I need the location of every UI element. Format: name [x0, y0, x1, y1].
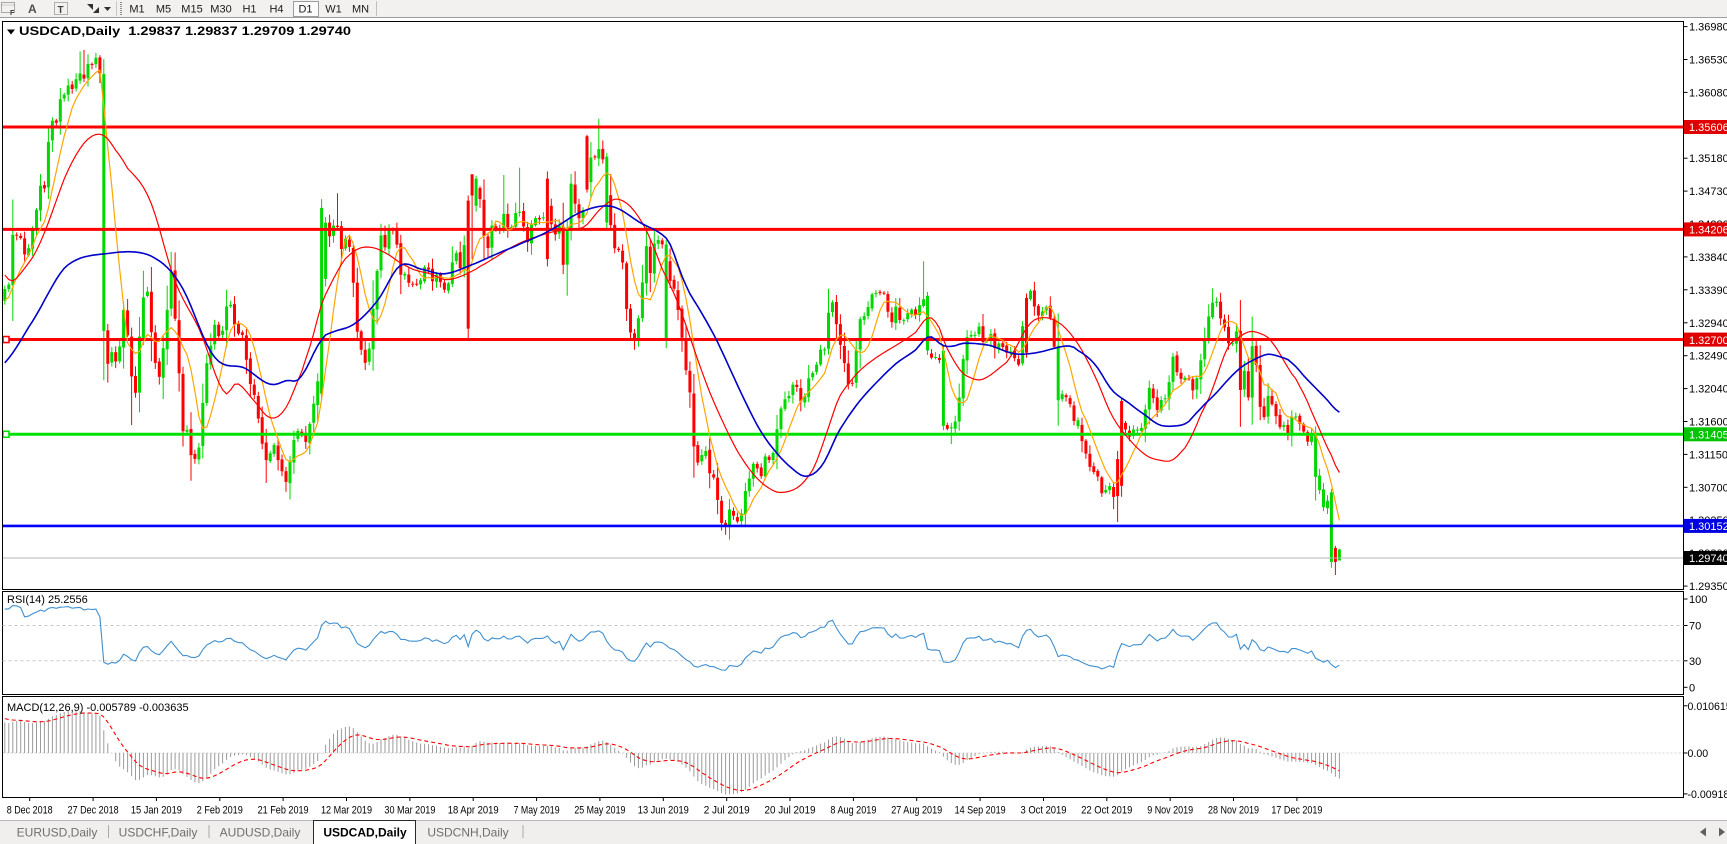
svg-text:RSI(14) 25.2556: RSI(14) 25.2556	[7, 594, 88, 606]
svg-text:1.35180: 1.35180	[1689, 153, 1727, 165]
svg-text:EURUSD,Daily: EURUSD,Daily	[17, 826, 98, 840]
svg-text:3 Oct 2019: 3 Oct 2019	[1021, 805, 1067, 817]
svg-text:1.33390: 1.33390	[1689, 285, 1727, 297]
svg-text:T: T	[58, 5, 64, 16]
svg-text:USDCAD,Daily 1.29837 1.29837: USDCAD,Daily 1.29837 1.29837 1.29709 1.2…	[19, 26, 351, 38]
svg-text:A: A	[28, 2, 37, 16]
svg-text:USDCHF,Daily: USDCHF,Daily	[119, 826, 198, 840]
svg-text:M5: M5	[156, 4, 171, 16]
svg-text:-0.009181: -0.009181	[1688, 789, 1727, 801]
svg-text:12 Mar 2019: 12 Mar 2019	[321, 805, 372, 817]
svg-text:M1: M1	[129, 4, 144, 16]
svg-text:2 Jul 2019: 2 Jul 2019	[704, 805, 750, 817]
svg-text:1.36980: 1.36980	[1689, 22, 1727, 34]
svg-text:AUDUSD,Daily: AUDUSD,Daily	[220, 826, 301, 840]
svg-text:2 Feb 2019: 2 Feb 2019	[197, 805, 243, 817]
svg-text:1.31600: 1.31600	[1689, 417, 1727, 429]
svg-text:9 Nov 2019: 9 Nov 2019	[1147, 805, 1193, 817]
svg-text:14 Sep 2019: 14 Sep 2019	[955, 805, 1006, 817]
svg-text:20 Jul 2019: 20 Jul 2019	[765, 805, 816, 817]
svg-text:1.34730: 1.34730	[1689, 186, 1727, 198]
svg-text:30 Mar 2019: 30 Mar 2019	[384, 805, 435, 817]
svg-text:7 May 2019: 7 May 2019	[514, 805, 560, 817]
svg-text:1.32940: 1.32940	[1689, 318, 1727, 330]
svg-text:F: F	[10, 10, 15, 17]
svg-text:USDCNH,Daily: USDCNH,Daily	[427, 826, 508, 840]
svg-text:H1: H1	[242, 4, 256, 16]
svg-text:21 Feb 2019: 21 Feb 2019	[258, 805, 309, 817]
svg-text:0.00: 0.00	[1688, 748, 1709, 760]
svg-text:30: 30	[1689, 656, 1701, 668]
svg-text:1.31150: 1.31150	[1689, 449, 1727, 461]
svg-text:1.33840: 1.33840	[1689, 252, 1727, 264]
svg-text:1.32490: 1.32490	[1689, 351, 1727, 363]
svg-text:M30: M30	[210, 4, 231, 16]
svg-text:1.30700: 1.30700	[1689, 482, 1727, 494]
svg-text:M15: M15	[181, 4, 202, 16]
svg-text:1.31405: 1.31405	[1689, 430, 1727, 442]
svg-text:17 Dec 2019: 17 Dec 2019	[1271, 805, 1322, 817]
svg-text:0: 0	[1689, 682, 1695, 694]
svg-text:13 Jun 2019: 13 Jun 2019	[638, 805, 689, 817]
svg-text:1.32700: 1.32700	[1689, 335, 1727, 347]
svg-text:USDCAD,Daily: USDCAD,Daily	[323, 826, 407, 840]
svg-text:W1: W1	[325, 4, 342, 16]
svg-text:H4: H4	[269, 4, 283, 16]
svg-text:22 Oct 2019: 22 Oct 2019	[1081, 805, 1132, 817]
svg-text:1.35606: 1.35606	[1689, 122, 1727, 134]
svg-text:MN: MN	[352, 4, 369, 16]
svg-text:27 Aug 2019: 27 Aug 2019	[891, 805, 942, 817]
svg-text:70: 70	[1689, 621, 1701, 633]
svg-text:1.29740: 1.29740	[1689, 553, 1727, 565]
svg-text:1.29350: 1.29350	[1689, 581, 1727, 593]
svg-text:1.36530: 1.36530	[1689, 55, 1727, 67]
svg-text:1.30152: 1.30152	[1689, 521, 1727, 533]
svg-text:1.36080: 1.36080	[1689, 87, 1727, 99]
svg-text:8 Dec 2018: 8 Dec 2018	[7, 805, 53, 817]
svg-text:15 Jan 2019: 15 Jan 2019	[131, 805, 182, 817]
svg-text:D1: D1	[298, 4, 312, 16]
svg-text:18 Apr 2019: 18 Apr 2019	[448, 805, 499, 817]
svg-text:1.34206: 1.34206	[1689, 225, 1727, 237]
svg-text:0.010615: 0.010615	[1688, 701, 1727, 713]
svg-text:28 Nov 2019: 28 Nov 2019	[1208, 805, 1259, 817]
svg-text:100: 100	[1689, 594, 1707, 606]
svg-text:27 Dec 2018: 27 Dec 2018	[68, 805, 119, 817]
svg-text:1.32040: 1.32040	[1689, 384, 1727, 396]
svg-text:8 Aug 2019: 8 Aug 2019	[830, 805, 876, 817]
svg-text:MACD(12,26,9) -0.005789 -0.003: MACD(12,26,9) -0.005789 -0.003635	[7, 702, 189, 714]
svg-text:25 May 2019: 25 May 2019	[574, 805, 625, 817]
